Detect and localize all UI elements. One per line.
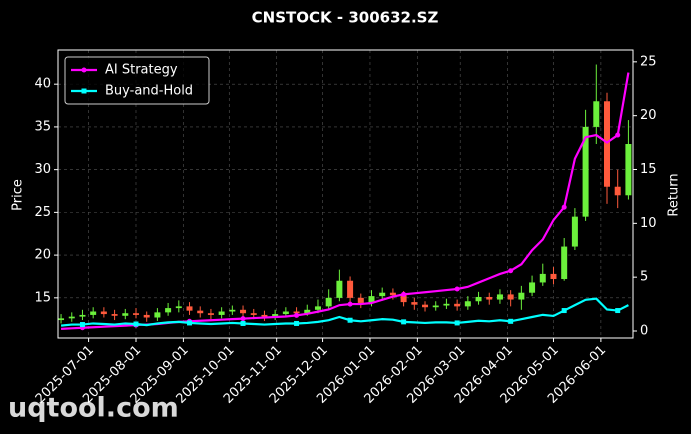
line-marker — [454, 320, 460, 326]
candle-body — [250, 313, 257, 315]
candle-body — [357, 297, 364, 303]
y-tick-label: 20 — [34, 248, 51, 263]
candle-body — [507, 294, 514, 300]
candle-body — [100, 311, 107, 315]
y-tick-label: 25 — [34, 205, 51, 220]
candle-body — [229, 309, 236, 312]
candle-body — [625, 144, 632, 196]
candle-body — [272, 314, 279, 317]
line-marker — [79, 322, 85, 328]
line-marker — [454, 286, 460, 292]
line-marker — [294, 312, 300, 318]
plot-frame — [57, 49, 634, 339]
candle-body — [240, 309, 247, 314]
return-line — [60, 297, 629, 327]
candle-body — [111, 314, 118, 316]
line-marker — [133, 321, 139, 327]
line-marker — [347, 317, 353, 323]
candle-body — [368, 296, 375, 303]
line-marker — [294, 320, 300, 326]
candle-body — [122, 313, 129, 316]
line-marker — [240, 316, 246, 322]
y-tick-label: 15 — [34, 290, 51, 305]
candle-body — [614, 186, 621, 196]
candle-body — [582, 126, 589, 217]
candle-body — [529, 282, 536, 293]
candle-body — [68, 316, 75, 319]
line-marker — [615, 308, 621, 314]
candle-body — [58, 318, 65, 321]
candle-body — [325, 297, 332, 307]
candle-body — [496, 294, 503, 300]
candle-body — [186, 306, 193, 311]
candle-body — [454, 303, 461, 307]
legend-label: AI Strategy — [105, 63, 178, 78]
line-marker — [508, 318, 514, 324]
line-marker — [615, 132, 621, 138]
y-tick-label: 40 — [34, 77, 51, 92]
y2-tick-label: 15 — [640, 162, 657, 177]
line-marker — [561, 204, 567, 210]
candle-body — [154, 312, 161, 318]
legend-box — [64, 56, 210, 105]
legend-marker — [81, 67, 87, 73]
candle-body — [486, 296, 493, 300]
candle-body — [518, 292, 525, 300]
candle-body — [293, 311, 300, 314]
candle-body — [604, 101, 611, 187]
candle-body — [411, 302, 418, 305]
candle-body — [261, 314, 268, 317]
line-marker — [401, 291, 407, 297]
y2-axis-label: Return — [667, 173, 682, 216]
candle-body — [432, 305, 439, 308]
y2-tick-label: 25 — [640, 54, 657, 69]
watermark: uqtool.com — [8, 393, 179, 424]
line-marker — [240, 320, 246, 326]
y-tick-label: 30 — [34, 162, 51, 177]
candle-body — [132, 313, 139, 315]
candle-body — [165, 308, 172, 313]
candle-body — [218, 311, 225, 315]
line-marker — [187, 320, 193, 326]
candle-body — [197, 310, 204, 314]
candle-body — [550, 273, 557, 280]
candle-body — [400, 295, 407, 303]
candle-body — [561, 246, 568, 280]
chart-title: CNSTOCK - 300632.SZ — [252, 9, 439, 27]
candle-body — [79, 314, 86, 317]
line-marker — [401, 319, 407, 325]
candle-body — [475, 296, 482, 302]
legend-label: Buy-and-Hold — [105, 84, 193, 99]
candle-body — [389, 292, 396, 296]
line-marker — [561, 308, 567, 314]
candle-body — [336, 280, 343, 298]
candle-body — [304, 309, 311, 314]
candle-body — [143, 314, 150, 318]
candle-body — [90, 311, 97, 315]
y2-tick-label: 5 — [640, 270, 648, 285]
y-tick-label: 35 — [34, 119, 51, 134]
candle-body — [282, 311, 289, 315]
candle-body — [207, 313, 214, 315]
y2-tick-label: 10 — [640, 216, 657, 231]
y2-tick-label: 0 — [640, 324, 648, 339]
line-marker — [508, 268, 514, 274]
candle-body — [539, 273, 546, 283]
y2-tick-label: 20 — [640, 108, 657, 123]
candle-body — [347, 280, 354, 298]
candle-body — [443, 303, 450, 306]
candle-body — [314, 306, 321, 310]
candle-body — [175, 306, 182, 309]
legend-marker — [81, 88, 87, 94]
candle-body — [422, 304, 429, 308]
candle-body — [593, 101, 600, 127]
y-axis-label: Price — [11, 179, 26, 211]
candle-body — [571, 216, 578, 247]
candle-body — [379, 292, 386, 297]
line-marker — [347, 301, 353, 307]
candle-body — [464, 301, 471, 307]
